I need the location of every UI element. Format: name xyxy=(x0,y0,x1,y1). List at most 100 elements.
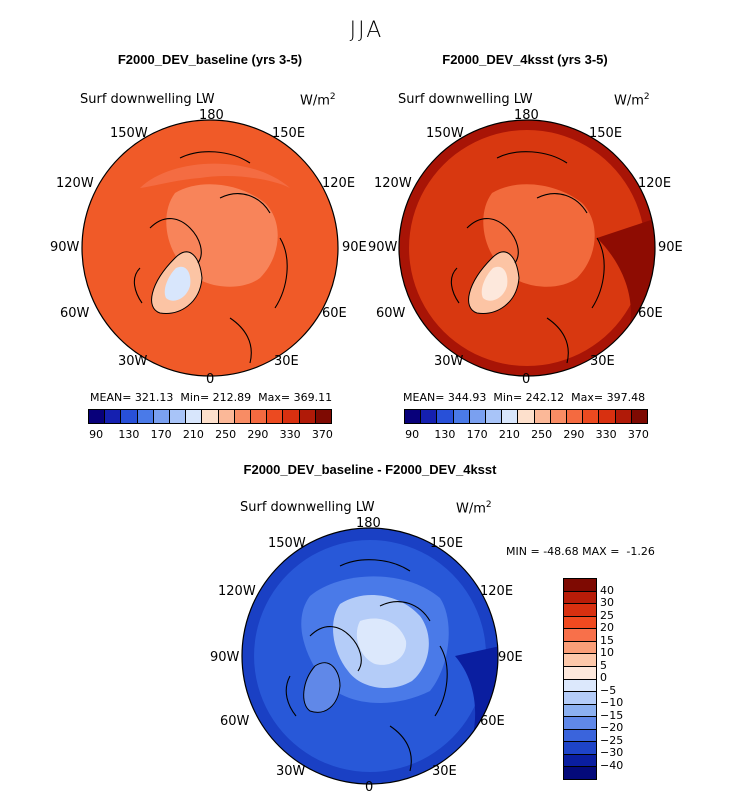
panel-1-lon-30e: 30E xyxy=(274,354,299,369)
panel-2-colorbar-ticks: 90 130 170 210 250 290 330 370 xyxy=(404,428,649,442)
colorbar-swatch xyxy=(564,704,596,718)
panel-3-lon-90e: 90E xyxy=(498,650,523,665)
colorbar-tick-label: 170 xyxy=(150,428,172,441)
colorbar-swatch xyxy=(550,410,568,423)
panel-2-greenland-inner xyxy=(481,266,508,301)
colorbar-swatch xyxy=(564,579,596,592)
colorbar-tick-label: 290 xyxy=(563,428,585,441)
panel-1-colorbar xyxy=(88,409,332,424)
colorbar-swatch xyxy=(564,742,596,755)
colorbar-tick-label: 210 xyxy=(498,428,520,441)
colorbar-swatch xyxy=(486,410,503,423)
panel-1-lon-150e: 150E xyxy=(272,126,306,141)
panel-1-field-label: Surf downwelling LW xyxy=(80,92,215,107)
panel-2-units: W/m2 xyxy=(614,92,650,109)
panel-3-greenland xyxy=(303,662,341,713)
panel-2-lon-60e: 60E xyxy=(638,306,663,321)
colorbar-tick-label: −25 xyxy=(600,733,624,747)
colorbar-swatch xyxy=(405,410,422,423)
colorbar-swatch xyxy=(421,410,438,423)
panel-1-lon-90e: 90E xyxy=(342,240,367,255)
colorbar-tick-label: 170 xyxy=(466,428,488,441)
colorbar-tick-label: −40 xyxy=(600,758,624,772)
colorbar-tick-label: 0 xyxy=(600,671,607,684)
panel-1-greenland-inner xyxy=(164,266,191,301)
colorbar-swatch xyxy=(564,654,596,667)
panel-2-lon-90w: 90W xyxy=(368,240,398,255)
panel-1-units: W/m2 xyxy=(300,92,336,109)
colorbar-swatch xyxy=(218,410,235,423)
colorbar-swatch xyxy=(186,410,203,423)
colorbar-tick-label: 90 xyxy=(405,428,420,441)
panel-1-polar-map xyxy=(81,119,339,377)
panel-2-coastline xyxy=(450,151,605,364)
colorbar-swatch xyxy=(437,410,454,423)
colorbar-tick-label: 30 xyxy=(600,596,614,609)
colorbar-swatch xyxy=(534,410,551,423)
panel-2-title: F2000_DEV_4ksst (yrs 3-5) xyxy=(442,52,608,67)
panel-1-lon-90w: 90W xyxy=(50,240,80,255)
panel-1-lon-0: 0 xyxy=(206,372,215,387)
colorbar-swatch xyxy=(518,410,535,423)
panel-3-title: F2000_DEV_baseline - F2000_DEV_4ksst xyxy=(243,462,497,477)
colorbar-tick-label: 250 xyxy=(531,428,553,441)
panel-3-lon-150e: 150E xyxy=(430,536,464,551)
colorbar-tick-label: −20 xyxy=(600,721,624,734)
colorbar-swatch xyxy=(564,679,596,693)
colorbar-tick-label: 210 xyxy=(182,428,204,441)
colorbar-swatch xyxy=(567,410,584,423)
colorbar-swatch xyxy=(453,410,470,423)
colorbar-tick-label: 370 xyxy=(311,428,333,441)
colorbar-swatch xyxy=(564,754,596,768)
panel-2-lon-150e: 150E xyxy=(589,126,623,141)
panel-1-stats: MEAN= 321.13 Min= 212.89 Max= 369.11 xyxy=(90,391,333,404)
panel-2-colorbar xyxy=(404,409,648,424)
colorbar-swatch xyxy=(564,666,596,680)
colorbar-swatch xyxy=(153,410,171,423)
colorbar-swatch xyxy=(502,410,519,423)
panel-1-lon-30w: 30W xyxy=(118,354,148,369)
panel-3-colorbar-ticks: 40 30 25 20 15 10 5 0 −5 −10 −15 −20 −25 −30 −40 xyxy=(600,578,640,778)
colorbar-swatch xyxy=(299,410,316,423)
colorbar-swatch xyxy=(564,629,596,642)
panel-3-lon-60e: 60E xyxy=(480,714,505,729)
panel-3-units: W/m2 xyxy=(456,500,492,517)
colorbar-tick-label: 40 xyxy=(600,583,614,597)
panel-2-lon-120w: 120W xyxy=(374,176,412,191)
panel-1-title: F2000_DEV_baseline (yrs 3-5) xyxy=(117,52,303,67)
panel-1-colorbar-ticks: 90 130 170 210 250 290 330 370 xyxy=(88,428,333,442)
panel-2-lon-90e: 90E xyxy=(658,240,683,255)
colorbar-tick-label: 290 xyxy=(247,428,269,441)
colorbar-tick-label: 25 xyxy=(600,608,614,622)
colorbar-swatch xyxy=(564,692,596,705)
panel-3-lon-30e: 30E xyxy=(432,764,457,779)
colorbar-tick-label: 250 xyxy=(215,428,237,441)
panel-2-stats: MEAN= 344.93 Min= 242.12 Max= 397.48 xyxy=(403,391,646,404)
panel-1-siberia-band xyxy=(140,163,290,188)
colorbar-swatch xyxy=(564,641,596,655)
colorbar-tick-label: 330 xyxy=(595,428,617,441)
panel-2-polar-map xyxy=(398,119,656,377)
colorbar-swatch xyxy=(121,410,138,423)
panel-2-lon-150w: 150W xyxy=(426,126,464,141)
colorbar-swatch xyxy=(234,410,252,423)
panel-2-lon-0: 0 xyxy=(522,372,531,387)
colorbar-swatch xyxy=(583,410,600,423)
colorbar-swatch xyxy=(469,410,487,423)
colorbar-swatch xyxy=(170,410,187,423)
panel-3-lon-0: 0 xyxy=(365,780,374,795)
panel-3-lon-60w: 60W xyxy=(220,714,250,729)
colorbar-tick-label: −15 xyxy=(600,708,624,722)
panel-3-colorbar xyxy=(563,578,597,780)
panel-2-lon-30w: 30W xyxy=(434,354,464,369)
colorbar-tick-label: 15 xyxy=(600,633,614,647)
colorbar-tick-label: 330 xyxy=(279,428,301,441)
colorbar-swatch xyxy=(564,717,596,730)
colorbar-tick-label: 20 xyxy=(600,621,614,634)
panel-3-lon-120e: 120E xyxy=(480,584,514,599)
colorbar-swatch xyxy=(251,410,268,423)
panel-2-lon-60w: 60W xyxy=(376,306,406,321)
colorbar-swatch xyxy=(105,410,122,423)
colorbar-swatch xyxy=(315,410,332,423)
colorbar-tick-label: −30 xyxy=(600,746,624,759)
